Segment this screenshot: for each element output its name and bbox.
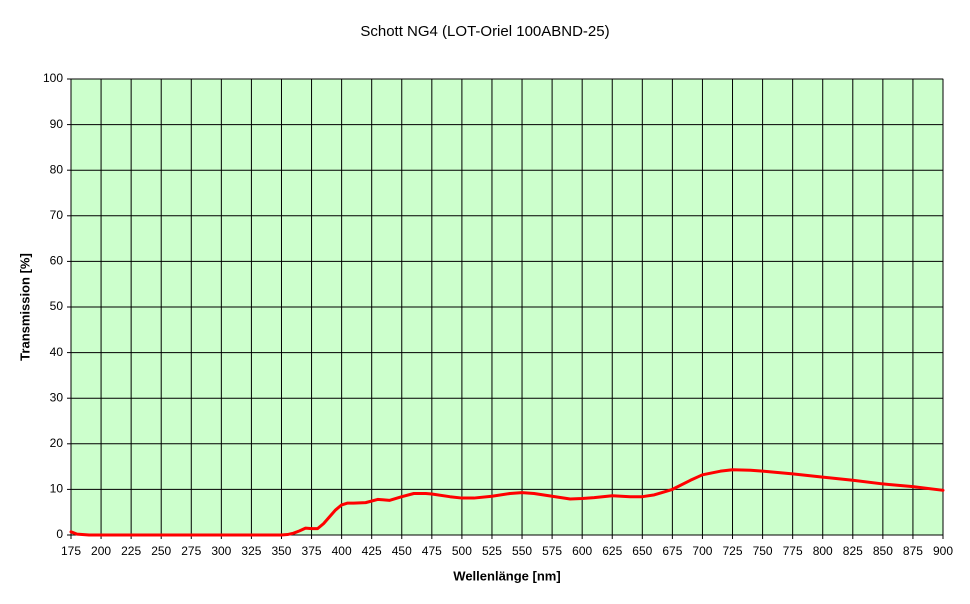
x-tick-label: 400: [332, 544, 352, 558]
y-tick-label: 40: [50, 345, 64, 359]
x-tick-label: 750: [753, 544, 773, 558]
x-tick-label: 725: [723, 544, 743, 558]
x-tick-label: 675: [662, 544, 682, 558]
x-tick-label: 250: [151, 544, 171, 558]
y-tick-label: 70: [50, 208, 64, 222]
x-tick-label: 900: [933, 544, 953, 558]
x-tick-label: 325: [241, 544, 261, 558]
y-tick-label: 50: [50, 299, 64, 313]
x-tick-label: 500: [452, 544, 472, 558]
y-tick-label: 0: [56, 527, 63, 541]
x-tick-label: 200: [91, 544, 111, 558]
x-tick-label: 625: [602, 544, 622, 558]
x-tick-label: 600: [572, 544, 592, 558]
x-tick-label: 850: [873, 544, 893, 558]
y-axis-label: Transmission [%]: [17, 253, 32, 361]
x-tick-label: 450: [392, 544, 412, 558]
x-tick-label: 350: [271, 544, 291, 558]
x-tick-label: 550: [512, 544, 532, 558]
x-tick-label: 650: [632, 544, 652, 558]
x-tick-label: 275: [181, 544, 201, 558]
data-line: [69, 468, 945, 537]
y-tick-label: 90: [50, 117, 64, 131]
y-tick-label: 100: [43, 71, 63, 85]
x-tick-label: 225: [121, 544, 141, 558]
chart-title: Schott NG4 (LOT-Oriel 100ABND-25): [360, 23, 609, 40]
y-tick-label: 20: [50, 436, 64, 450]
x-tick-label: 175: [61, 544, 81, 558]
x-tick-label: 425: [362, 544, 382, 558]
x-tick-label: 375: [302, 544, 322, 558]
x-tick-label: 300: [211, 544, 231, 558]
x-tick-label: 875: [903, 544, 923, 558]
x-tick-label: 575: [542, 544, 562, 558]
x-tick-label: 700: [692, 544, 712, 558]
x-tick-label: 525: [482, 544, 502, 558]
x-tick-label: 800: [813, 544, 833, 558]
y-tick-label: 10: [50, 482, 64, 496]
x-tick-label: 775: [783, 544, 803, 558]
x-tick-label: 475: [422, 544, 442, 558]
y-tick-label: 60: [50, 254, 64, 268]
x-tick-label: 825: [843, 544, 863, 558]
y-tick-label: 80: [50, 162, 64, 176]
x-axis-label: Wellenlänge [nm]: [453, 568, 560, 583]
y-tick-label: 30: [50, 390, 64, 404]
